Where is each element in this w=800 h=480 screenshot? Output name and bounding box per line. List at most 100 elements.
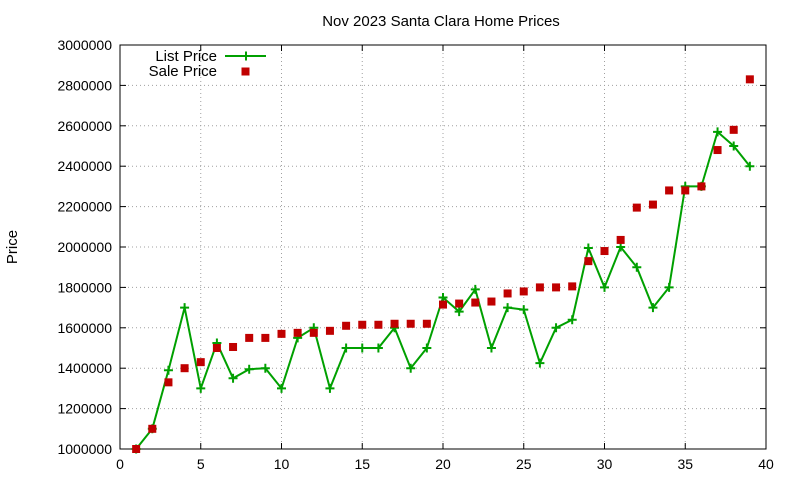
data-point-list-price xyxy=(583,243,593,253)
data-point-sale-price xyxy=(729,125,738,134)
data-point-list-price xyxy=(357,343,367,353)
y-tick-label: 3000000 xyxy=(57,37,112,53)
data-point-list-price xyxy=(163,365,173,375)
axis-ticks: 0 5 10 15 20 25 30 35 40 1000000 1200000 1400000 160… xyxy=(57,37,774,472)
legend-label-sale-price: Sale Price xyxy=(149,63,217,80)
legend-label-list-price: List Price xyxy=(155,48,217,65)
data-point-sale-price xyxy=(422,319,431,328)
data-point-list-price xyxy=(196,383,206,393)
data-point-list-price xyxy=(535,358,545,368)
chart-title: Nov 2023 Santa Clara Home Prices xyxy=(322,13,560,30)
y-tick-label: 2600000 xyxy=(57,118,112,134)
x-tick-label: 15 xyxy=(354,456,370,472)
series-layer xyxy=(131,75,755,454)
data-point-sale-price xyxy=(261,333,270,342)
data-point-sale-price xyxy=(745,75,754,84)
data-point-sale-price xyxy=(584,257,593,266)
data-point-sale-price xyxy=(390,319,399,328)
data-point-list-price xyxy=(567,315,577,325)
x-tick-label: 35 xyxy=(677,456,693,472)
data-point-sale-price xyxy=(229,342,238,351)
data-point-sale-price xyxy=(309,328,318,337)
data-point-sale-price xyxy=(212,344,221,352)
data-point-list-price xyxy=(454,307,464,317)
x-tick-label: 10 xyxy=(274,456,290,472)
y-tick-label: 2800000 xyxy=(57,77,112,93)
data-point-sale-price xyxy=(180,364,189,373)
data-point-sale-price xyxy=(616,235,625,244)
data-point-sale-price xyxy=(648,200,657,209)
data-point-list-price xyxy=(277,383,286,393)
legend-marker-list-price xyxy=(241,51,251,61)
data-point-sale-price xyxy=(342,321,351,330)
y-axis-label: Price xyxy=(4,230,21,264)
data-point-sale-price xyxy=(148,424,157,433)
data-point-sale-price xyxy=(568,282,577,291)
data-point-list-price xyxy=(713,127,723,137)
y-tick-label: 1200000 xyxy=(57,401,112,417)
y-tick-label: 2000000 xyxy=(57,239,112,255)
data-point-sale-price xyxy=(439,300,447,309)
data-point-sale-price xyxy=(665,186,674,195)
data-point-sale-price xyxy=(406,319,415,328)
x-tick-label: 5 xyxy=(197,456,205,472)
data-point-sale-price xyxy=(552,283,561,292)
data-point-list-price xyxy=(664,282,674,292)
data-point-sale-price xyxy=(535,283,544,292)
data-point-list-price xyxy=(503,303,513,313)
data-point-list-price xyxy=(244,364,254,374)
data-point-sale-price xyxy=(196,358,205,367)
data-point-sale-price xyxy=(681,186,690,195)
data-point-sale-price xyxy=(697,182,706,191)
data-point-sale-price xyxy=(487,297,496,306)
y-tick-label: 1600000 xyxy=(57,320,112,336)
y-tick-label: 1400000 xyxy=(57,360,112,376)
data-point-sale-price xyxy=(358,320,367,329)
data-point-sale-price xyxy=(374,320,383,329)
y-tick-label: 2400000 xyxy=(57,158,112,174)
y-tick-label: 1800000 xyxy=(57,279,112,295)
data-point-sale-price xyxy=(293,328,302,337)
data-point-list-price xyxy=(616,242,626,252)
y-tick-label: 2200000 xyxy=(57,199,112,215)
y-tick-label: 1000000 xyxy=(57,441,112,457)
data-point-sale-price xyxy=(519,287,528,296)
data-point-sale-price xyxy=(503,289,512,298)
data-point-list-price xyxy=(600,282,609,292)
data-point-sale-price xyxy=(632,203,641,212)
data-point-list-price xyxy=(438,293,448,302)
data-point-sale-price xyxy=(277,329,286,338)
data-point-list-price xyxy=(551,323,561,333)
data-point-sale-price xyxy=(471,298,480,307)
data-point-list-price xyxy=(325,383,335,393)
data-point-list-price xyxy=(406,363,416,373)
data-point-list-price xyxy=(648,303,658,313)
data-point-list-price xyxy=(373,343,383,353)
data-point-sale-price xyxy=(325,326,334,335)
data-point-sale-price xyxy=(455,299,464,308)
data-point-list-price xyxy=(260,363,270,373)
data-point-list-price xyxy=(341,343,351,353)
x-tick-label: 40 xyxy=(758,456,774,472)
x-tick-label: 30 xyxy=(597,456,613,472)
data-point-list-price xyxy=(228,373,238,383)
data-point-list-price xyxy=(519,305,529,315)
data-point-sale-price xyxy=(713,146,722,155)
x-tick-label: 0 xyxy=(116,456,124,472)
data-point-list-price xyxy=(729,141,739,151)
data-point-list-price xyxy=(486,343,496,353)
x-tick-label: 20 xyxy=(435,456,451,472)
grid-lines xyxy=(120,45,766,449)
legend: List Price Sale Price xyxy=(149,48,266,80)
data-point-list-price xyxy=(470,284,480,294)
data-point-sale-price xyxy=(164,378,173,387)
data-point-sale-price xyxy=(132,445,141,453)
x-tick-label: 25 xyxy=(516,456,532,472)
data-point-list-price xyxy=(632,262,642,272)
legend-marker-sale-price xyxy=(241,67,250,76)
data-point-sale-price xyxy=(600,247,609,256)
data-point-list-price xyxy=(180,303,190,313)
data-point-list-price xyxy=(422,343,432,353)
data-point-list-price xyxy=(745,161,755,171)
